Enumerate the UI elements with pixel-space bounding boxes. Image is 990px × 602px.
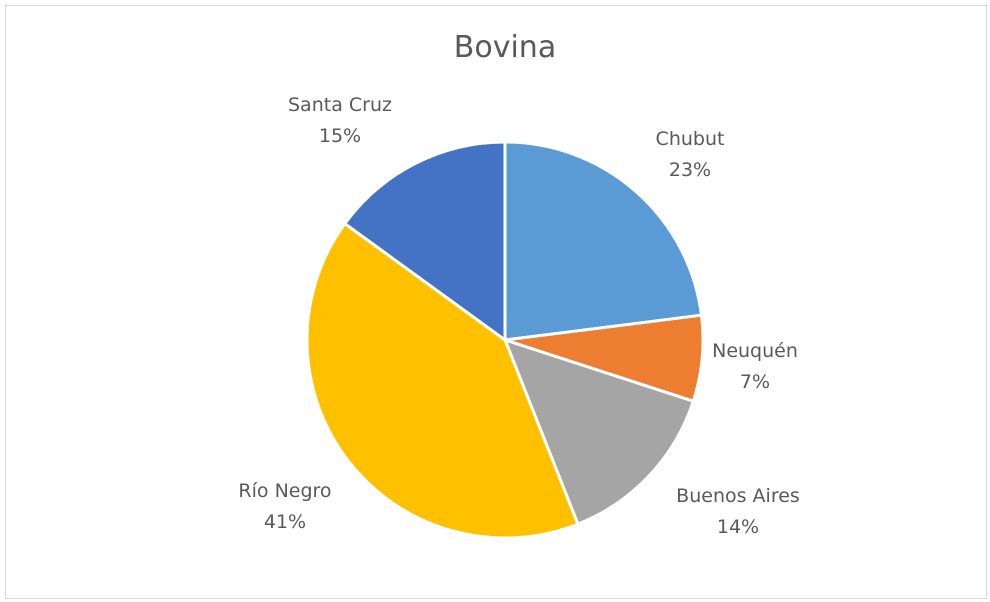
pie-slice-río-negro <box>305 221 580 540</box>
slice-percent-label: 41% <box>264 511 306 533</box>
slice-percent-label: 15% <box>319 125 361 147</box>
slice-percent-label: 23% <box>669 159 711 181</box>
slice-label: Buenos Aires <box>676 485 800 507</box>
slice-label: Río Negro <box>238 480 331 502</box>
slice-percent-label: 14% <box>717 516 759 538</box>
slice-label: Santa Cruz <box>288 94 392 116</box>
pie-slice-buenos-aires <box>502 337 696 527</box>
slice-percent-label: 7% <box>740 371 770 393</box>
pie-slice-santa-cruz <box>342 140 507 343</box>
pie-slice-chubut <box>503 140 704 342</box>
slice-label: Chubut <box>656 128 725 150</box>
chart-title: Bovina <box>453 30 557 65</box>
slice-label: Neuquén <box>712 340 798 362</box>
